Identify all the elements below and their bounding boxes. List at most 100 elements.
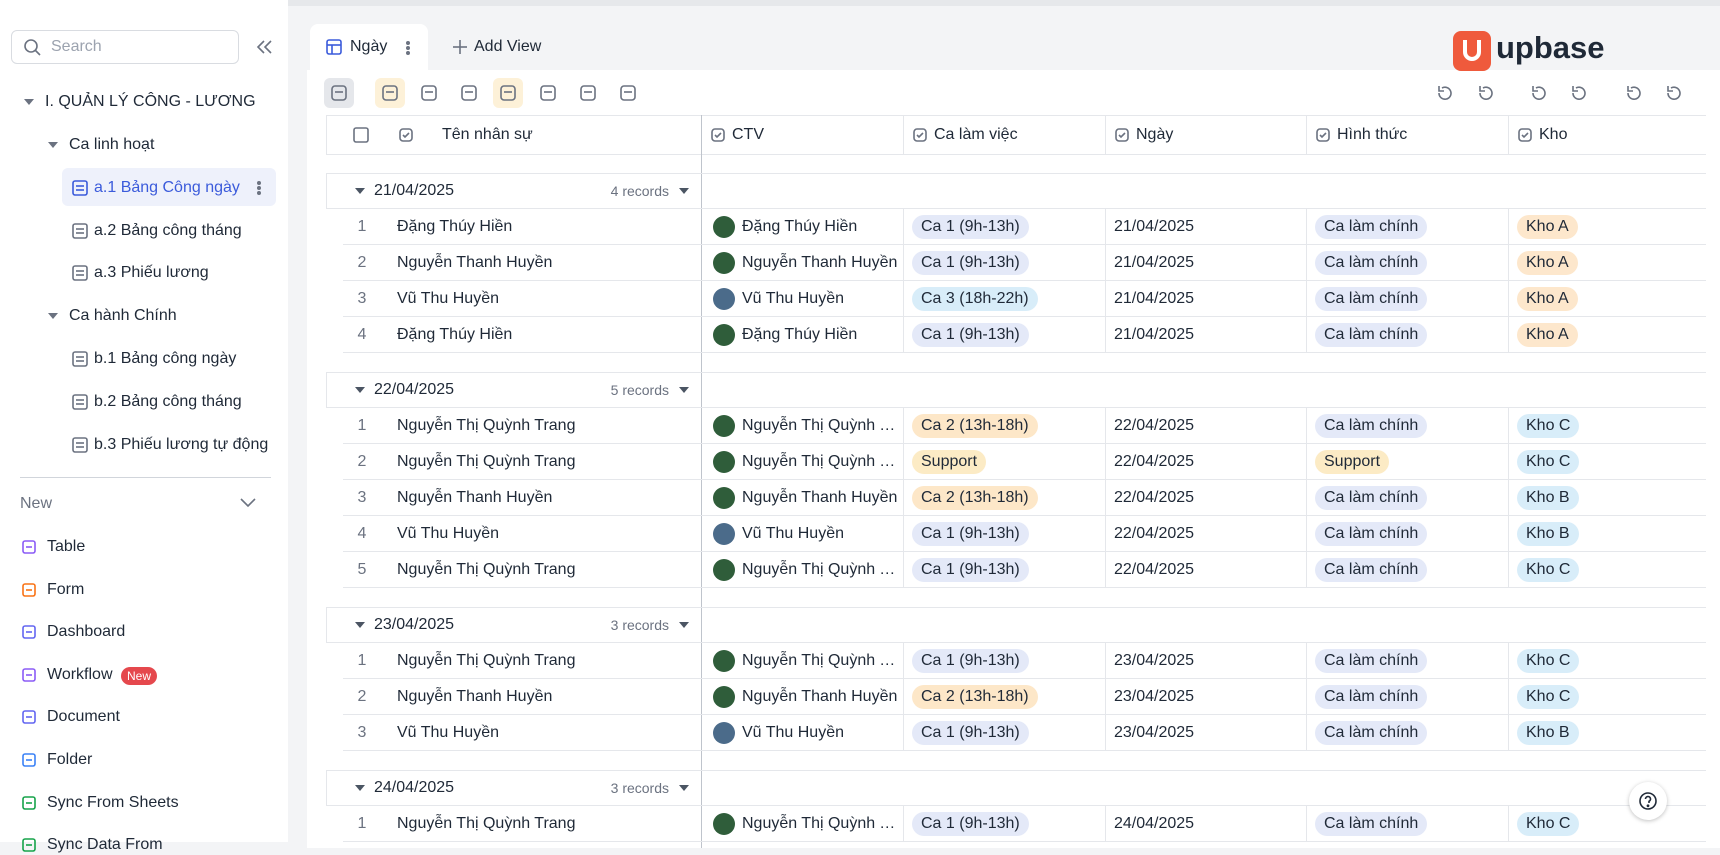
option-pill: Ca 1 (9h-13h) [912, 721, 1029, 745]
cell-divider [903, 806, 904, 842]
option-pill: Ca 1 (9h-13h) [912, 522, 1029, 546]
employee-name: Nguyễn Thị Quỳnh Trang [397, 453, 576, 470]
column-icon [399, 128, 413, 142]
table-row [343, 806, 1706, 842]
tree-item[interactable]: b.2 Bảng công tháng [94, 392, 242, 410]
employee-name: Nguyễn Thị Quỳnh Trang [397, 417, 576, 434]
new-item[interactable]: Workflow [47, 665, 113, 683]
cell-divider [1105, 245, 1106, 281]
column-header[interactable]: Ca làm việc [934, 126, 1018, 143]
employee-name: Vũ Thu Huyền [397, 525, 499, 542]
cell-divider [903, 679, 904, 715]
option-pill: Ca 2 (13h-18h) [912, 414, 1038, 438]
cell-divider [1508, 552, 1509, 588]
table-row [343, 209, 1706, 245]
header-row [326, 115, 1706, 155]
new-item[interactable]: Document [47, 708, 120, 726]
option-pill: Ca làm chính [1315, 522, 1428, 546]
group-header [326, 770, 1706, 806]
toolbar-icon [1627, 86, 1641, 100]
toolbar-icon [540, 85, 556, 101]
new-item[interactable]: Sync Data From [47, 836, 163, 854]
date-cell: 23/04/2025 [1114, 652, 1195, 669]
column-header[interactable]: Kho [1539, 126, 1568, 143]
cell-divider [1306, 516, 1307, 552]
table-row [343, 408, 1706, 444]
option-pill: Ca làm chính [1315, 558, 1428, 582]
search-box[interactable] [11, 30, 239, 64]
cell-divider [1306, 317, 1307, 353]
toolbar-button-bg[interactable] [375, 78, 405, 108]
group-date[interactable]: 22/04/2025 [374, 381, 455, 398]
option-pill: Ca làm chính [1315, 215, 1428, 239]
main-panel [307, 70, 1720, 848]
tree-item[interactable]: b.3 Phiếu lương tự động [94, 435, 269, 453]
caret [24, 99, 34, 105]
row-number: 2 [357, 688, 367, 705]
row-number: 3 [357, 489, 367, 506]
tree-item[interactable]: a.3 Phiếu lương [94, 264, 209, 282]
more-icon [405, 40, 411, 56]
avatar [713, 559, 735, 581]
column-icon [913, 128, 927, 142]
toolbar-icon [1479, 86, 1493, 100]
tree-item[interactable]: a.1 Bảng Công ngày [94, 179, 240, 196]
option-pill: Ca làm chính [1315, 323, 1428, 347]
date-cell: 21/04/2025 [1114, 326, 1195, 343]
option-pill: Ca làm chính [1315, 649, 1428, 673]
date-cell: 22/04/2025 [1114, 453, 1195, 470]
new-item[interactable]: Table [47, 538, 86, 555]
avatar [713, 487, 735, 509]
option-pill: Ca làm chính [1315, 251, 1428, 275]
tree-item[interactable]: a.2 Bảng công tháng [94, 221, 242, 239]
group-date[interactable]: 21/04/2025 [374, 182, 455, 199]
group-date[interactable]: 23/04/2025 [374, 616, 455, 633]
cell-divider [1306, 408, 1307, 444]
new-item-icon [22, 838, 36, 852]
cell-divider [903, 209, 904, 245]
cell-divider [1306, 281, 1307, 317]
caret [355, 387, 365, 393]
option-pill: Kho A [1517, 287, 1578, 311]
employee-name: Nguyễn Thị Quỳnh Trang [397, 652, 576, 669]
column-icon [711, 128, 725, 142]
column-header[interactable]: Tên nhân sự [442, 126, 533, 143]
tree-root[interactable]: I. QUẢN LÝ CÔNG - LƯƠNG [45, 93, 256, 110]
more-icon [256, 180, 262, 196]
new-item[interactable]: Folder [47, 751, 93, 768]
collapse-icon [256, 40, 272, 54]
option-pill: Ca làm chính [1315, 486, 1428, 510]
ctv-name: Vũ Thu Huyền [742, 525, 844, 542]
group-date[interactable]: 24/04/2025 [374, 779, 455, 796]
cell-divider [1306, 643, 1307, 679]
new-item-icon [22, 582, 36, 597]
cell-divider [1306, 444, 1307, 480]
new-item[interactable]: Form [47, 580, 85, 598]
tree-section[interactable]: Ca hành Chính [69, 307, 177, 325]
ctv-name: Nguyễn Thanh Huyền [742, 688, 898, 705]
employee-name: Nguyễn Thanh Huyền [397, 254, 553, 271]
column-header[interactable]: Ngày [1136, 126, 1174, 143]
help-button[interactable] [1629, 782, 1667, 820]
toolbar-button-bg[interactable] [493, 78, 523, 108]
cell-divider [903, 643, 904, 679]
new-item[interactable]: Dashboard [47, 623, 126, 641]
tree-item[interactable]: b.1 Bảng công ngày [94, 350, 237, 368]
option-pill: Kho C [1517, 649, 1580, 673]
tree-section[interactable]: Ca linh hoạt [69, 136, 155, 153]
column-icon [1316, 128, 1330, 142]
toolbar-button-bg[interactable] [324, 78, 354, 108]
caret [679, 188, 689, 194]
column-header[interactable]: Hình thức [1337, 126, 1408, 143]
group-header [326, 372, 1706, 408]
new-item[interactable]: Sync From Sheets [47, 793, 179, 811]
column-header[interactable]: CTV [732, 126, 764, 143]
row-number: 4 [357, 326, 367, 343]
cell-divider [1508, 444, 1509, 480]
tab-label[interactable]: Ngày [350, 38, 388, 55]
sidebar [0, 0, 288, 842]
group-header [326, 173, 1706, 209]
group-count: 3 records [610, 780, 669, 796]
add-view[interactable]: Add View [474, 38, 542, 55]
option-pill: Kho C [1517, 685, 1580, 709]
